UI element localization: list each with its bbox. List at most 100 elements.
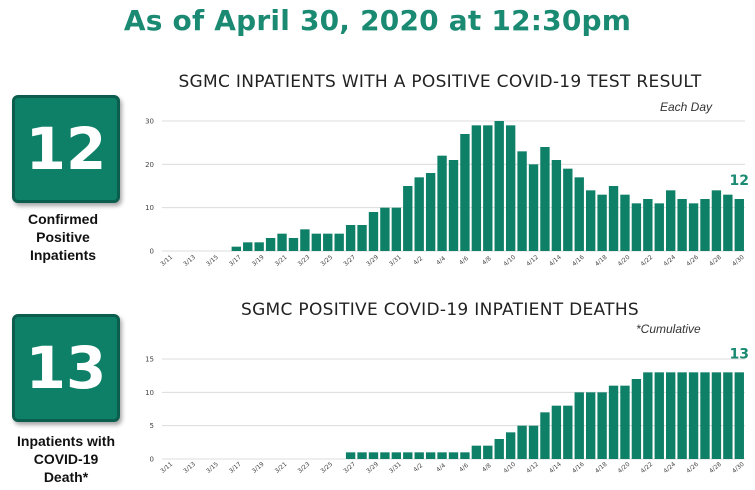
bar-4-18 (597, 194, 607, 251)
bar-3-27 (345, 452, 356, 459)
x-tick-label: 3/25 (319, 461, 334, 475)
bar-3-25 (323, 233, 333, 251)
bar-4-17 (585, 392, 596, 459)
bar-4-16 (574, 177, 584, 251)
x-tick-label: 4/28 (708, 461, 723, 475)
chart-note-each-day: Each Day (660, 100, 713, 114)
x-tick-label: 3/25 (319, 254, 334, 268)
bar-4-30 (734, 372, 744, 459)
x-tick-label: 4/14 (548, 254, 563, 268)
x-tick-label: 4/22 (639, 254, 654, 268)
bar-4-10 (505, 432, 516, 459)
bar-3-23 (300, 229, 310, 251)
bar-4-13 (540, 147, 550, 251)
stat-label-line: Inpatients with (17, 433, 115, 449)
page-headline: As of April 30, 2020 at 12:30pm (123, 4, 632, 37)
x-tick-label: 3/15 (205, 254, 220, 268)
bar-3-31 (391, 452, 402, 459)
bar-4-17 (585, 190, 596, 251)
bar-4-28 (711, 190, 722, 251)
x-tick-label: 4/26 (685, 461, 700, 475)
x-tick-label: 4/2 (412, 255, 424, 267)
bar-4-14 (551, 405, 562, 459)
x-tick-label: 3/19 (251, 254, 266, 268)
bar-3-29 (368, 452, 379, 459)
x-tick-label: 4/14 (548, 461, 563, 475)
x-tick-label: 4/30 (731, 254, 746, 268)
bar-3-26 (334, 233, 344, 251)
bar-4-21 (631, 203, 642, 251)
bar-4-15 (563, 168, 573, 251)
bar-4-7 (471, 445, 482, 459)
x-tick-label: 4/4 (435, 255, 447, 267)
x-tick-label: 4/30 (731, 461, 746, 475)
x-tick-label: 4/24 (662, 461, 677, 475)
bar-4-22 (643, 372, 653, 459)
bar-4-3 (425, 452, 436, 459)
bar-3-28 (357, 452, 367, 459)
bar-4-5 (448, 160, 459, 251)
y-tick-label: 0 (150, 248, 154, 256)
x-tick-label: 3/19 (251, 461, 266, 475)
stat-label-line: Death* (43, 469, 89, 485)
bar-4-4 (437, 452, 447, 459)
bar-4-5 (448, 452, 459, 459)
bar-4-24 (666, 190, 676, 251)
x-tick-label: 4/10 (502, 254, 517, 268)
bar-4-6 (460, 452, 470, 459)
stat-label-line: Positive (36, 229, 90, 245)
bar-4-6 (460, 134, 470, 251)
bar-3-17 (231, 246, 241, 251)
bar-4-21 (631, 379, 642, 459)
confirmed-inpatients-label: Confirmed Positive Inpatients (0, 210, 126, 264)
x-tick-label: 3/15 (205, 461, 220, 475)
bar-4-11 (517, 425, 527, 459)
bar-4-25 (677, 372, 687, 459)
stat-label-line: Confirmed (28, 211, 98, 227)
x-tick-label: 3/21 (274, 254, 289, 268)
x-tick-label: 3/13 (182, 254, 197, 268)
x-tick-label: 4/22 (639, 461, 654, 475)
bar-4-23 (654, 203, 664, 251)
bar-4-9 (494, 439, 504, 459)
bar-4-29 (723, 372, 733, 459)
bar-3-22 (288, 238, 299, 251)
y-tick-label: 30 (145, 118, 154, 126)
bar-3-30 (380, 452, 390, 459)
x-tick-label: 4/10 (502, 461, 517, 475)
x-tick-label: 4/20 (617, 254, 632, 268)
bar-4-27 (700, 372, 710, 459)
bar-3-27 (345, 225, 356, 251)
confirmed-inpatients-number: 12 (25, 115, 107, 183)
bar-4-26 (688, 203, 699, 251)
bar-3-24 (311, 233, 322, 251)
bar-4-12 (528, 164, 539, 251)
bar-3-30 (380, 207, 390, 251)
bar-4-15 (563, 405, 573, 459)
x-tick-label: 4/16 (571, 461, 586, 475)
x-tick-label: 3/21 (274, 461, 289, 475)
bar-4-19 (608, 385, 619, 459)
bar-3-28 (357, 225, 367, 251)
bar-4-26 (688, 372, 699, 459)
bar-4-11 (517, 151, 527, 251)
bar-4-12 (528, 425, 539, 459)
x-tick-label: 4/18 (594, 461, 609, 475)
x-tick-label: 3/31 (388, 461, 403, 475)
y-tick-label: 10 (145, 204, 154, 212)
bar-4-16 (574, 392, 584, 459)
x-tick-label: 4/6 (458, 255, 470, 267)
chart-note-cumulative: *Cumulative (636, 322, 701, 336)
stat-label-line: Inpatients (29, 247, 97, 263)
x-tick-label: 4/26 (685, 254, 700, 268)
x-tick-label: 4/16 (571, 254, 586, 268)
bar-4-27 (700, 199, 710, 251)
bar-3-29 (368, 212, 379, 251)
bar-4-3 (425, 173, 436, 251)
x-tick-label: 3/13 (182, 461, 197, 475)
y-tick-label: 15 (145, 356, 154, 364)
bar-4-18 (597, 392, 607, 459)
covid-deaths-box: 13 (12, 314, 120, 422)
bar-4-22 (643, 199, 653, 251)
